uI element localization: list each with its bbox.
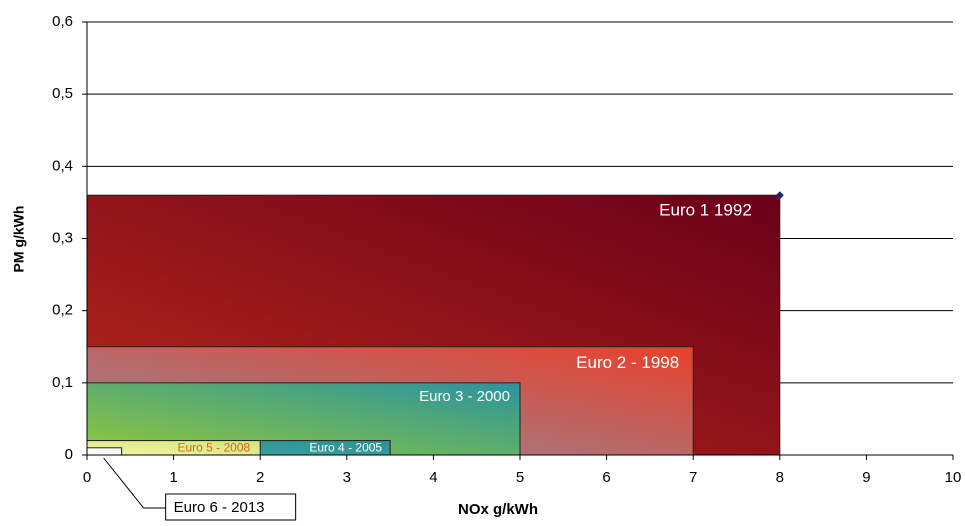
x-tick-label: 7 xyxy=(689,469,697,486)
box-label: Euro 4 - 2005 xyxy=(309,441,382,455)
x-tick-label: 5 xyxy=(516,469,524,486)
y-tick-label: 0 xyxy=(65,446,73,463)
y-tick-label: 0,2 xyxy=(52,302,73,319)
x-tick-label: 10 xyxy=(945,469,962,486)
x-tick-label: 0 xyxy=(83,469,91,486)
x-tick-label: 2 xyxy=(256,469,264,486)
x-tick-label: 8 xyxy=(776,469,784,486)
y-axis-title: PM g/kWh xyxy=(11,206,27,273)
y-tick-label: 0,5 xyxy=(52,85,73,102)
x-tick-label: 3 xyxy=(343,469,351,486)
callout-line xyxy=(103,457,166,509)
box-label: Euro 5 - 2008 xyxy=(177,441,250,455)
x-tick-label: 6 xyxy=(602,469,610,486)
y-tick-label: 0,3 xyxy=(52,229,73,246)
box-label: Euro 1 1992 xyxy=(659,201,752,220)
box-label: Euro 6 - 2013 xyxy=(174,499,265,516)
box-label: Euro 2 - 1998 xyxy=(576,353,679,372)
emission-box xyxy=(86,447,123,456)
callout-box xyxy=(165,493,297,521)
corner-marker xyxy=(775,191,784,200)
y-tick-label: 0,4 xyxy=(52,157,73,174)
y-tick-label: 0,1 xyxy=(52,374,73,391)
x-tick-label: 9 xyxy=(862,469,870,486)
x-tick-label: 1 xyxy=(169,469,177,486)
box-label: Euro 3 - 2000 xyxy=(419,388,510,405)
x-axis-title: NOx g/kWh xyxy=(458,501,538,518)
y-tick-label: 0,6 xyxy=(52,13,73,30)
x-tick-label: 4 xyxy=(429,469,437,486)
